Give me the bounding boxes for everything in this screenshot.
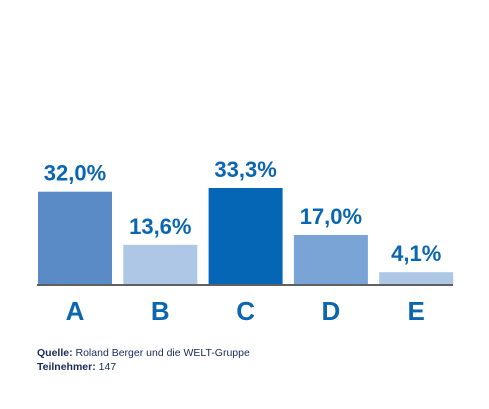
category-label-c: C [236, 296, 255, 326]
category-label-a: A [66, 296, 85, 326]
bar-e [379, 272, 454, 284]
category-label-d: D [322, 296, 341, 326]
category-labels-group: A B C D E [66, 296, 425, 326]
participants-note: Teilnehmer: 147 [37, 361, 116, 373]
source-note: Quelle: Roland Berger und die WELT-Grupp… [37, 347, 250, 359]
value-label-a: 32,0% [44, 161, 106, 186]
participants-text: 147 [95, 361, 117, 373]
value-label-b: 13,6% [129, 214, 191, 239]
value-label-d: 17,0% [300, 204, 362, 229]
bar-d [293, 235, 368, 284]
bar-a [38, 191, 112, 284]
participants-label: Teilnehmer: [37, 361, 96, 373]
bar-b [123, 244, 198, 284]
source-text: Roland Berger und die WELT-Gruppe [72, 347, 250, 359]
bars-group [38, 188, 454, 284]
value-label-c: 33,3% [214, 157, 276, 182]
value-label-e: 4,1% [391, 241, 441, 266]
source-label: Quelle: [37, 347, 73, 359]
bar-c [208, 188, 283, 284]
category-label-b: B [151, 296, 170, 326]
category-label-e: E [408, 296, 425, 326]
value-labels-group: 32,0% 13,6% 33,3% 17,0% 4,1% [44, 157, 441, 266]
